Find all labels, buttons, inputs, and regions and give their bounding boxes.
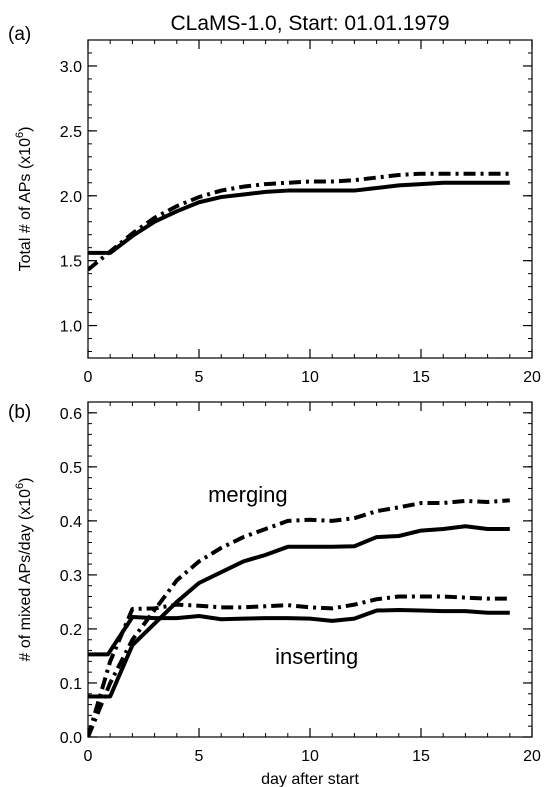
panel-b-xtick-label: 5: [195, 748, 204, 765]
panel-b-ylabel: # of mixed APs/day (x106): [14, 478, 34, 662]
panel-a-xtick-label: 0: [84, 369, 93, 386]
panel-a-ylabel-close: ): [17, 127, 34, 132]
panel-b-xtick-label: 10: [301, 748, 319, 765]
panel-a-ylabel-main: Total # of APs (x10: [17, 138, 34, 272]
panel-b-plot-frame: [87, 401, 533, 738]
panel-a-xtick-label: 15: [412, 369, 430, 386]
panel-a-ylabel: Total # of APs (x106): [14, 127, 34, 272]
figure-title: CLaMS-1.0, Start: 01.01.1979: [171, 12, 450, 35]
panel-b-label: (b): [8, 402, 31, 423]
panel-b-xtick-label: 20: [523, 748, 541, 765]
panel-a-ytick-label: 3.0: [60, 59, 82, 76]
panel-a-ylabel-exponent: 6: [14, 132, 26, 138]
panel-b-annotation-inserting: inserting: [275, 644, 358, 669]
panel-b-series-line-3-dashdot: [88, 594, 510, 737]
panel-a-ytick-label: 1.0: [60, 319, 82, 336]
panel-b-ytick-label: 0.6: [60, 406, 82, 423]
panel-a-xtick-label: 5: [195, 369, 204, 386]
panel-b-ylabel-close: ): [17, 478, 34, 483]
panel-a: 0 5 10 15 20 1.0 1.5 2.0 2.5 3.0 (a) Total # of APs…: [8, 24, 541, 386]
panel-b: 0 5 10 15 20 0.0 0.1 0.2 0.3 0.4 0.5 0.6 (b) # of mix…: [8, 401, 541, 787]
panel-a-xtick-label: 20: [523, 369, 541, 386]
panel-b-ytick-label: 0.2: [60, 622, 82, 639]
panel-b-ytick-label: 0.4: [60, 514, 82, 531]
panel-a-series-line-2-dashdot: [88, 171, 510, 272]
panel-b-series-line-4-dashdot: [88, 498, 510, 737]
panel-b-ytick-label: 0.3: [60, 568, 82, 585]
panel-b-ytick-label: 0.1: [60, 676, 82, 693]
panel-a-xtick-label: 10: [301, 369, 319, 386]
panel-b-ylabel-main: # of mixed APs/day (x10: [17, 489, 34, 662]
panel-a-plot-frame: [87, 39, 533, 359]
panel-b-ytick-label: 0.0: [60, 730, 82, 747]
panel-b-xlabel: day after start: [261, 771, 359, 787]
panel-a-ytick-label: 1.5: [60, 254, 82, 271]
panel-a-ytick-label: 2.5: [60, 124, 82, 141]
panel-a-series-line-1-solid: [88, 180, 510, 255]
panel-b-annotation-merging: merging: [208, 482, 287, 507]
panel-b-xtick-label: 0: [84, 748, 93, 765]
panel-b-ylabel-exponent: 6: [14, 483, 26, 489]
panel-a-label: (a): [8, 24, 31, 45]
panel-a-ytick-label: 2.0: [60, 189, 82, 206]
panel-b-ytick-label: 0.5: [60, 460, 82, 477]
panel-b-series-line-2-solid: [88, 524, 510, 699]
panel-b-xtick-label: 15: [412, 748, 430, 765]
